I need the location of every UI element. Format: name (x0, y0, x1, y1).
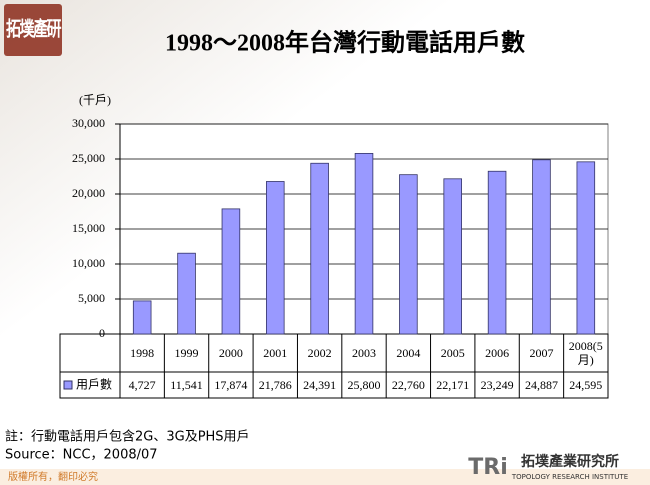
bar (576, 161, 596, 335)
chart-title: 1998～2008年台灣行動電話用戶數 (165, 29, 525, 57)
y-tick-label: 15,000 (72, 221, 105, 235)
category-label: 2006 (485, 346, 510, 360)
bar (354, 152, 374, 335)
value-label-box: 24,887 (524, 378, 558, 392)
bar (532, 159, 551, 335)
y-tick-label: 20,000 (72, 186, 105, 200)
bar (443, 178, 463, 335)
note: 註：行動電話用戶包含2G、3G及PHS用戶 (5, 429, 250, 445)
category-label-box: 2005 (440, 346, 465, 360)
category-label: 1998 (130, 346, 155, 360)
bar (221, 208, 241, 335)
y-tick-label: 5,000 (78, 291, 105, 305)
brand-en: TOPOLOGY RESEARCH INSTITUTE (511, 473, 628, 481)
bar (265, 181, 285, 335)
value-label: 11,541 (170, 378, 203, 392)
source: Source：NCC，2008/07 (5, 448, 158, 463)
category-label: 2003 (351, 346, 376, 360)
value-label: 24,391 (303, 378, 337, 392)
category-label-box: 1998 (130, 346, 155, 360)
category-label-box: 1999 (174, 346, 199, 360)
category-label: 2007 (529, 346, 554, 360)
value-label: 22,760 (391, 378, 425, 392)
y-tick-label: 0 (99, 326, 105, 340)
category-label: 2008(5月) (568, 339, 603, 367)
value-label-box: 24,595 (569, 378, 603, 392)
copyright: 版權所有，翻印必究 (8, 470, 98, 483)
category-label: 2004 (396, 346, 421, 360)
bar (310, 162, 329, 335)
category-label-box: 2004 (396, 346, 421, 360)
y-tick-label: 25,000 (72, 151, 105, 165)
value-label-box: 22,171 (436, 378, 470, 392)
category-label: 2001 (263, 346, 288, 360)
value-label: 24,887 (524, 378, 558, 392)
value-label: 25,800 (347, 378, 381, 392)
value-label-box: 23,249 (480, 378, 514, 392)
brand-short: TRi (468, 455, 508, 480)
category-label: 1999 (174, 346, 199, 360)
value-label: 22,171 (436, 378, 470, 392)
category-label: 2005 (440, 346, 465, 360)
value-label: 17,874 (214, 378, 248, 392)
legend-label: 用戶數 (76, 378, 112, 392)
data-table (59, 333, 609, 399)
value-label-box: 21,786 (258, 378, 292, 392)
bar (177, 252, 196, 335)
y-axis-label: (千戶) (79, 93, 111, 107)
y-tick-label: 10,000 (72, 256, 105, 270)
category-label-box: 2008(5月) (568, 339, 603, 367)
legend-swatch (63, 380, 73, 390)
category-label-box: 2003 (351, 346, 376, 360)
category-label-box: 2000 (218, 346, 243, 360)
logo-badge (4, 4, 62, 56)
value-label: 24,595 (569, 378, 603, 392)
value-label: 21,786 (258, 378, 292, 392)
value-label: 23,249 (480, 378, 514, 392)
category-label-box: 2001 (263, 346, 288, 360)
value-label-box: 17,874 (214, 378, 248, 392)
value-label-box: 22,760 (391, 378, 425, 392)
value-label: 4,727 (128, 378, 156, 392)
value-label-box: 25,800 (347, 378, 381, 392)
value-label-box: 24,391 (303, 378, 337, 392)
value-label-box: 11,541 (170, 378, 203, 392)
category-label: 2002 (307, 346, 332, 360)
category-label: 2000 (218, 346, 243, 360)
brand: 拓墣產業研究所 (521, 453, 619, 470)
category-label-box: 2007 (529, 346, 554, 360)
logo-top: 拓墣產研 (6, 17, 61, 41)
category-label-box: 2002 (307, 346, 332, 360)
category-label-box: 2006 (485, 346, 510, 360)
bar (399, 174, 418, 335)
bar (487, 170, 507, 335)
bar (132, 300, 152, 335)
value-label-box: 4,727 (128, 378, 156, 392)
footer-bar (0, 469, 650, 485)
y-tick-label: 30,000 (72, 116, 105, 130)
